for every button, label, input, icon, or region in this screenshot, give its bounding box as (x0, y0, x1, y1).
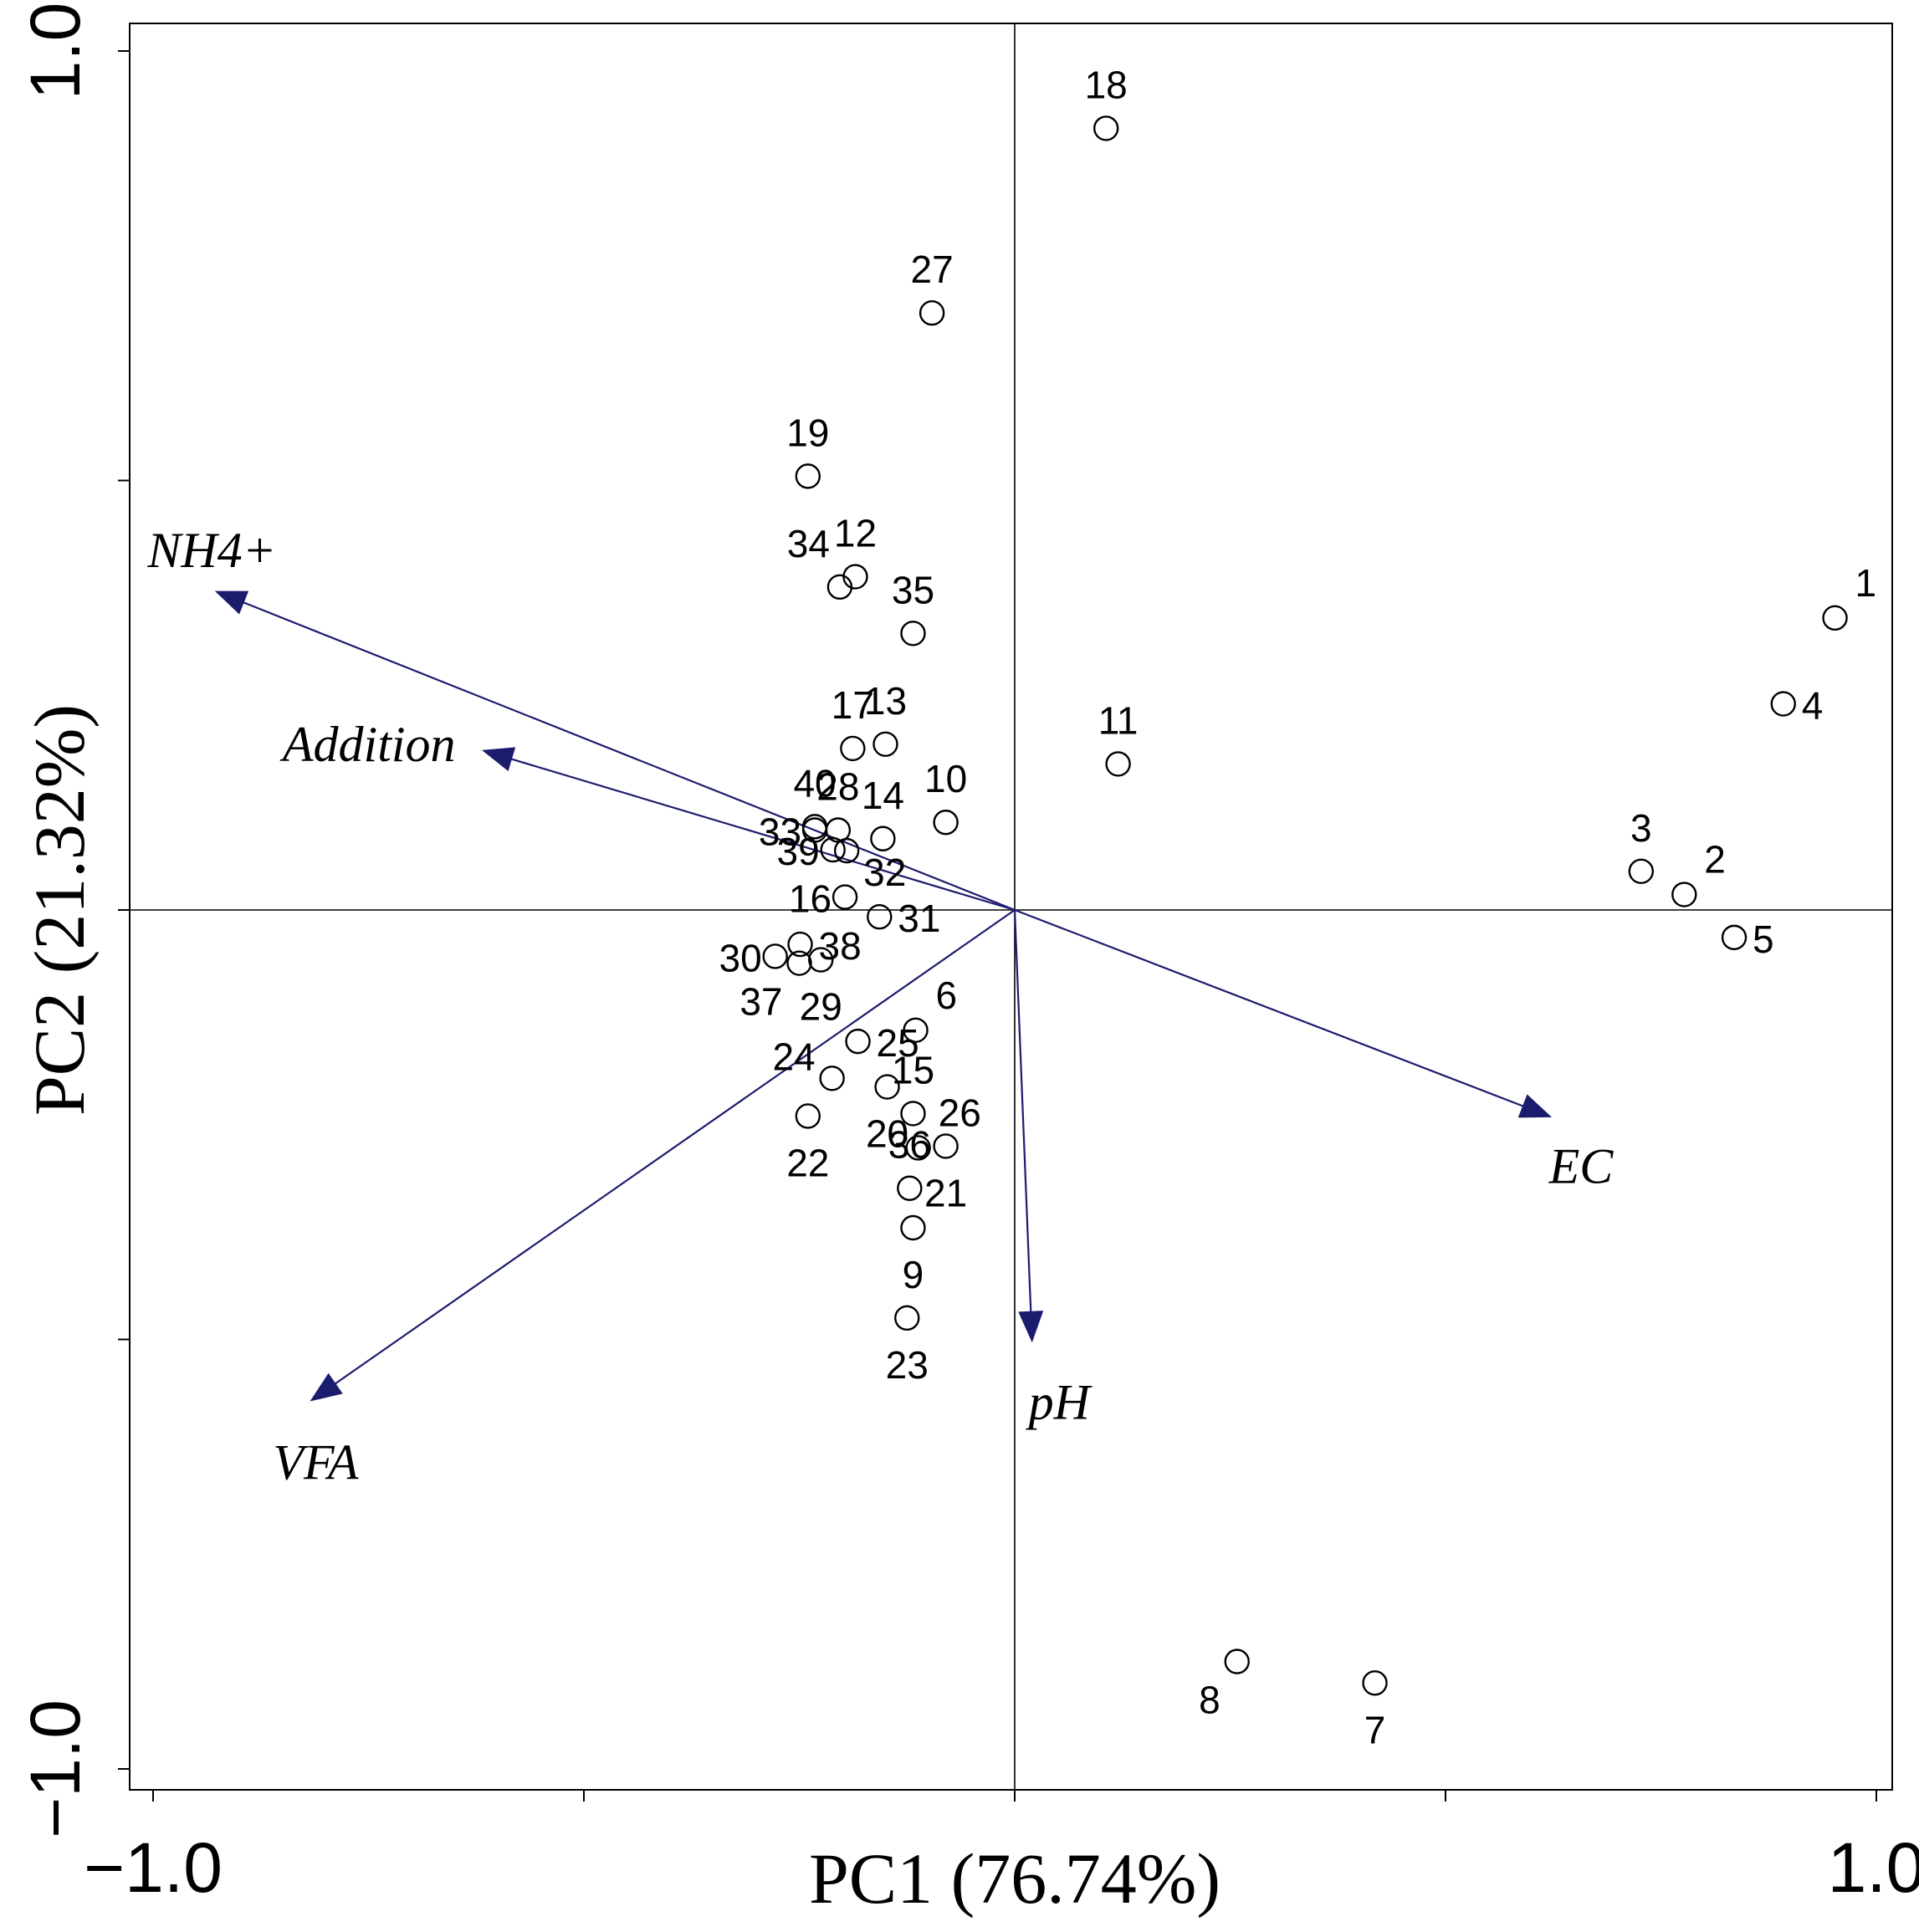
vector-label-vfa: VFA (273, 1434, 359, 1490)
sample-label-26: 26 (939, 1091, 981, 1134)
sample-label-28: 28 (816, 764, 859, 808)
sample-point-39 (820, 836, 846, 863)
sample-label-18: 18 (1085, 63, 1128, 106)
sample-point-2 (1671, 882, 1697, 907)
sample-label-39: 39 (776, 830, 819, 873)
sample-point-10 (933, 810, 959, 836)
sample-point-26 (905, 1135, 931, 1161)
sample-point-23 (894, 1305, 920, 1331)
sample-point-36 (897, 1175, 923, 1201)
sample-point-3 (1628, 858, 1655, 884)
sample-label-25: 25 (877, 1021, 919, 1065)
sample-label-11: 11 (1098, 698, 1139, 742)
x-tick-label: 1.0 (1828, 1828, 1919, 1907)
sample-label-10: 10 (924, 757, 967, 800)
sample-point-34 (826, 574, 853, 601)
sample-point-19 (795, 463, 821, 489)
sample-point-13 (873, 731, 898, 757)
sample-label-17: 17 (832, 683, 874, 727)
sample-point-31 (867, 904, 893, 930)
sample-point-14 (870, 825, 896, 851)
sample-label-8: 8 (1199, 1679, 1220, 1722)
sample-label-12: 12 (834, 512, 877, 555)
sample-point-27 (919, 300, 945, 326)
sample-point-18 (1093, 115, 1119, 141)
sample-point-11 (1105, 751, 1131, 777)
sample-point-21 (933, 1133, 959, 1159)
sample-label-6: 6 (936, 974, 958, 1017)
sample-point-9 (900, 1214, 926, 1241)
y-tick-label: −1.0 (16, 1699, 95, 1838)
sample-label-19: 19 (786, 411, 829, 454)
vector-arrow-addition (481, 747, 1016, 912)
sample-point-38 (787, 931, 813, 958)
sample-point-37 (786, 950, 812, 976)
sample-label-36: 36 (888, 1123, 931, 1167)
sample-label-40: 40 (793, 761, 836, 805)
sample-label-2: 2 (1704, 838, 1726, 882)
sample-label-13: 13 (864, 679, 907, 723)
vector-label-ph: pH (1026, 1375, 1093, 1430)
sample-label-32: 32 (863, 851, 906, 894)
sample-point-1 (1822, 605, 1848, 631)
sample-label-27: 27 (911, 248, 954, 291)
sample-point-6 (903, 1017, 929, 1043)
vector-arrow-ec (1014, 908, 1553, 1118)
sample-label-23: 23 (886, 1343, 929, 1387)
sample-label-4: 4 (1802, 684, 1824, 728)
vector-arrow-vfa (310, 909, 1016, 1402)
vector-label-addition: Addition (279, 717, 456, 772)
x-axis-title: PC1 (76.74%) (809, 1838, 1220, 1919)
sample-point-40 (801, 814, 828, 840)
sample-point-16 (832, 884, 858, 910)
sample-label-5: 5 (1753, 917, 1774, 961)
vector-arrow-ph (1013, 909, 1044, 1343)
sample-label-37: 37 (739, 980, 782, 1024)
sample-point-17 (840, 735, 866, 762)
sample-label-34: 34 (787, 522, 830, 565)
sample-point-22 (795, 1103, 821, 1129)
sample-point-20 (874, 1074, 900, 1100)
sample-label-9: 9 (903, 1253, 924, 1296)
sample-label-20: 20 (866, 1112, 908, 1156)
plot-frame (129, 23, 1893, 1791)
sample-point-25 (845, 1028, 871, 1055)
sample-point-4 (1770, 691, 1796, 717)
y-tick-label: 1.0 (16, 3, 95, 100)
vector-arrow-nh4 (214, 590, 1016, 912)
sample-point-35 (900, 621, 926, 647)
sample-point-29 (808, 947, 834, 973)
sample-point-32 (833, 837, 860, 864)
sample-point-15 (900, 1101, 926, 1127)
sample-point-7 (1362, 1670, 1388, 1696)
sample-point-8 (1224, 1648, 1250, 1674)
sample-label-22: 22 (786, 1141, 829, 1184)
sample-label-33: 33 (759, 810, 801, 853)
sample-label-30: 30 (719, 936, 761, 979)
sample-label-7: 7 (1364, 1708, 1386, 1751)
sample-label-31: 31 (898, 897, 940, 940)
sample-point-24 (819, 1066, 845, 1091)
vector-label-ec: EC (1548, 1138, 1615, 1193)
sample-label-35: 35 (892, 568, 934, 611)
vector-label-nh4: NH4+ (146, 523, 276, 578)
sample-point-5 (1721, 924, 1748, 951)
x-tick-label: −1.0 (84, 1828, 223, 1907)
sample-label-3: 3 (1630, 806, 1652, 850)
sample-label-16: 16 (789, 877, 832, 921)
sample-label-29: 29 (800, 985, 842, 1029)
sample-label-1: 1 (1855, 561, 1877, 605)
sample-label-24: 24 (772, 1035, 815, 1078)
sample-label-38: 38 (819, 924, 862, 968)
y-axis-title: PC2 (21.32%) (19, 704, 100, 1116)
sample-label-14: 14 (862, 774, 904, 817)
sample-label-21: 21 (924, 1171, 967, 1214)
sample-point-30 (762, 943, 788, 969)
